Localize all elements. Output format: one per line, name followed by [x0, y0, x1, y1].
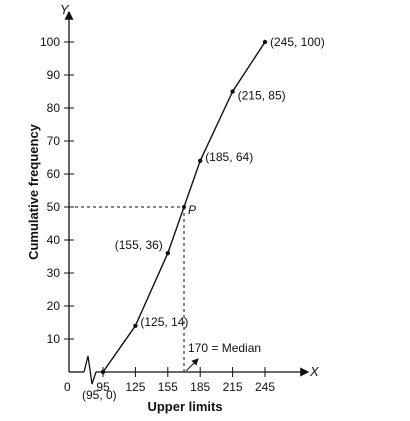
y-tick-label: 30: [47, 266, 61, 280]
data-point-label: (95, 0): [82, 388, 117, 402]
median-point: [182, 205, 186, 209]
median-annotation: 170 = Median: [188, 341, 261, 355]
median-annotation-arrow: [185, 358, 199, 372]
y-tick-label: 10: [47, 332, 61, 346]
data-point-label: (185, 64): [205, 150, 253, 164]
point-labels: (95, 0) (125, 14) (155, 36) (185, 64) (215, …: [82, 35, 325, 402]
data-point-label: (125, 14): [140, 315, 188, 329]
y-tick-label: 90: [47, 68, 61, 82]
y-tick-label: 70: [47, 134, 61, 148]
x-axis-letter: X: [309, 364, 320, 379]
x-tick-label: 155: [158, 380, 178, 394]
y-tick-label: 100: [40, 35, 60, 49]
x-tick-label: 95: [96, 380, 110, 394]
x-tick-label: 125: [125, 380, 145, 394]
data-point: [165, 251, 170, 256]
y-axis-letter: Y: [60, 2, 70, 17]
median-point-label: P: [188, 203, 196, 217]
x-tick-label: 185: [190, 380, 210, 394]
data-point: [230, 89, 235, 94]
y-tick-label: 80: [47, 101, 61, 115]
x-tick-label: 245: [255, 380, 275, 394]
y-tick-label: 60: [47, 167, 61, 181]
x-tick-label: 215: [223, 380, 243, 394]
data-point: [133, 323, 138, 328]
y-axis-title: Cumulative frequency: [26, 123, 41, 260]
origin-label: 0: [64, 380, 71, 394]
median-guides: [69, 206, 185, 372]
axis-break: [83, 355, 97, 385]
data-point: [100, 369, 106, 375]
data-point: [262, 39, 268, 45]
data-point-label: (215, 85): [238, 89, 286, 103]
y-tick-label: 50: [47, 200, 61, 214]
y-tick-label: 20: [47, 299, 61, 313]
series: [100, 39, 268, 375]
y-ticks: 10 20 30 40 50 60 70 80 90 100: [40, 35, 74, 346]
y-tick-label: 40: [47, 233, 61, 247]
annotations: 170 = Median: [185, 341, 261, 372]
data-point-label: (245, 100): [270, 35, 325, 49]
data-point-label: (155, 36): [115, 238, 163, 252]
x-ticks: 95 125 155 185 215 245: [96, 367, 275, 394]
x-axis-title: Upper limits: [147, 399, 222, 414]
data-point: [198, 158, 203, 163]
